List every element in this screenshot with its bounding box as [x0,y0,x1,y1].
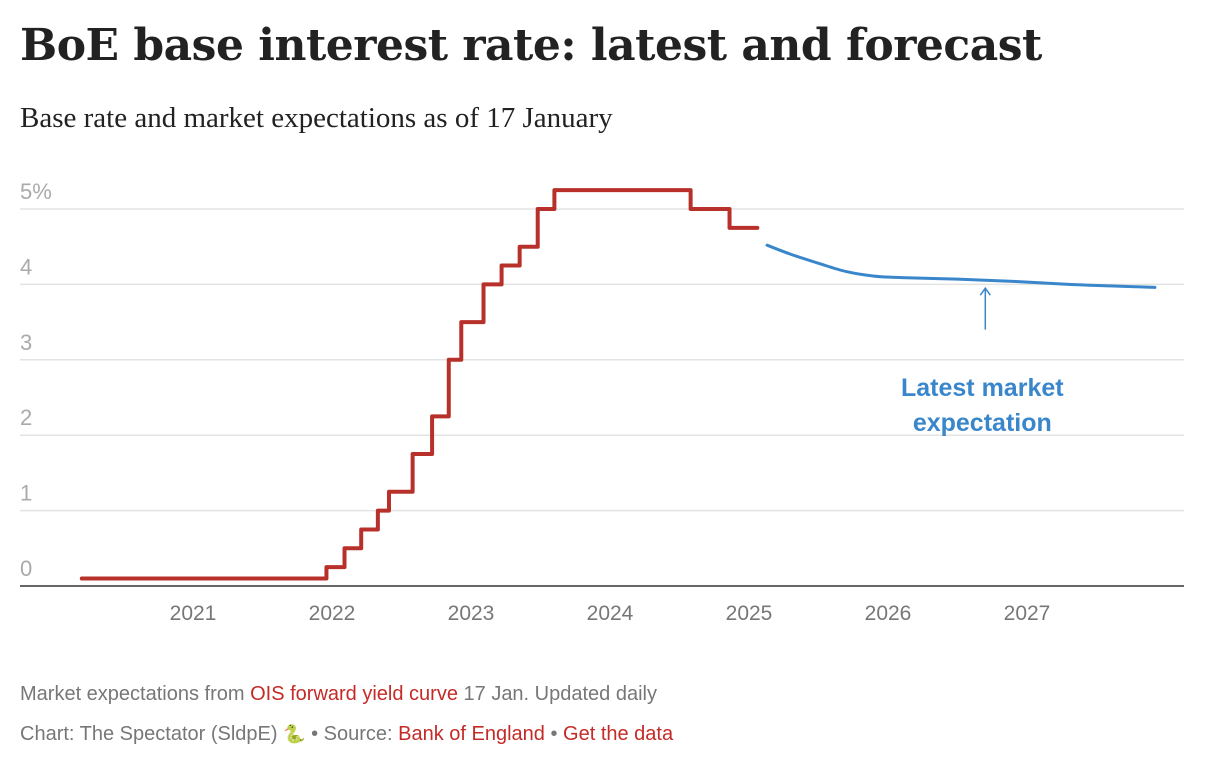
latest-market-expectation-line [765,243,1157,289]
y-tick-label: 5% [20,179,52,204]
credit-line: Chart: The Spectator (SldpE) 🐍 • Source:… [20,723,674,745]
arrow-head-icon [979,286,991,296]
methodology-note: Market expectations from OIS forward yie… [20,683,657,705]
line-chart: 0 1 2 3 4 5% 2021 2022 2023 2024 2025 2026 2027 Lat… [20,179,1184,625]
chart-notes: Market expectations from OIS forward yie… [20,674,673,754]
y-tick-label: 4 [20,254,32,279]
base-rate-line [79,188,760,581]
x-tick-label: 2023 [448,602,495,625]
y-tick-label: 3 [20,330,32,355]
get-data-link[interactable]: Get the data [563,723,674,745]
y-tick-label: 2 [20,405,32,430]
series-layer [79,188,1157,581]
ois-curve-link[interactable]: OIS forward yield curve [250,683,458,705]
x-tick-label: 2027 [1004,602,1051,625]
source-link[interactable]: Bank of England [398,723,545,745]
y-axis-ticks: 0 1 2 3 4 5% [20,179,52,581]
x-tick-label: 2022 [309,602,356,625]
y-tick-label: 0 [20,556,32,581]
gridlines [20,208,1184,512]
x-tick-label: 2026 [865,602,912,625]
x-axis-ticks: 2021 2022 2023 2024 2025 2026 2027 [170,602,1051,625]
x-tick-label: 2024 [587,602,634,625]
chart-subtitle: Base rate and market expectations as of … [20,102,613,134]
snake-icon: 🐍 [283,724,306,744]
chart-title: BoE base interest rate: latest and forec… [20,20,1042,71]
annotation-label-line2: expectation [913,409,1052,437]
x-tick-label: 2025 [726,602,773,625]
annotation-layer: Latest market expectation [901,286,1064,437]
x-tick-label: 2021 [170,602,217,625]
y-tick-label: 1 [20,481,32,506]
annotation-label-line1: Latest market [901,374,1064,402]
